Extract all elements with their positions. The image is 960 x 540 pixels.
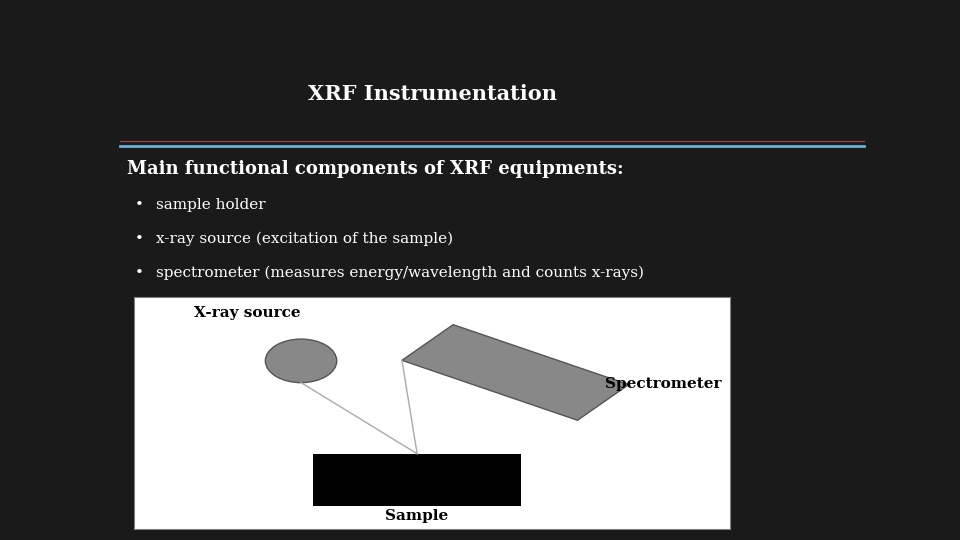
Text: •: • [134, 198, 144, 212]
Text: •: • [134, 300, 144, 314]
Text: •: • [134, 232, 144, 246]
Text: – wavelength-dispersive spectrometers WD-XRF: – wavelength-dispersive spectrometers WD… [156, 300, 528, 314]
Text: Main functional components of XRF equipments:: Main functional components of XRF equipm… [128, 160, 624, 178]
Text: sample holder: sample holder [156, 198, 265, 212]
Text: •: • [134, 334, 144, 348]
Text: •: • [134, 266, 144, 280]
Text: x-ray source (excitation of the sample): x-ray source (excitation of the sample) [156, 232, 453, 246]
Ellipse shape [265, 339, 337, 383]
Bar [313, 454, 521, 506]
Text: – energy-dispersive spectrometers ED-XRF: – energy-dispersive spectrometers ED-XRF [156, 334, 488, 348]
Text: XRF Instrumentation: XRF Instrumentation [308, 84, 557, 104]
Text: spectrometer (measures energy/wavelength and counts x-rays): spectrometer (measures energy/wavelength… [156, 266, 644, 280]
Text: Sample: Sample [386, 509, 448, 523]
Text: X-ray source: X-ray source [194, 306, 300, 320]
Polygon shape [402, 325, 629, 420]
Text: Spectrometer: Spectrometer [605, 377, 721, 391]
